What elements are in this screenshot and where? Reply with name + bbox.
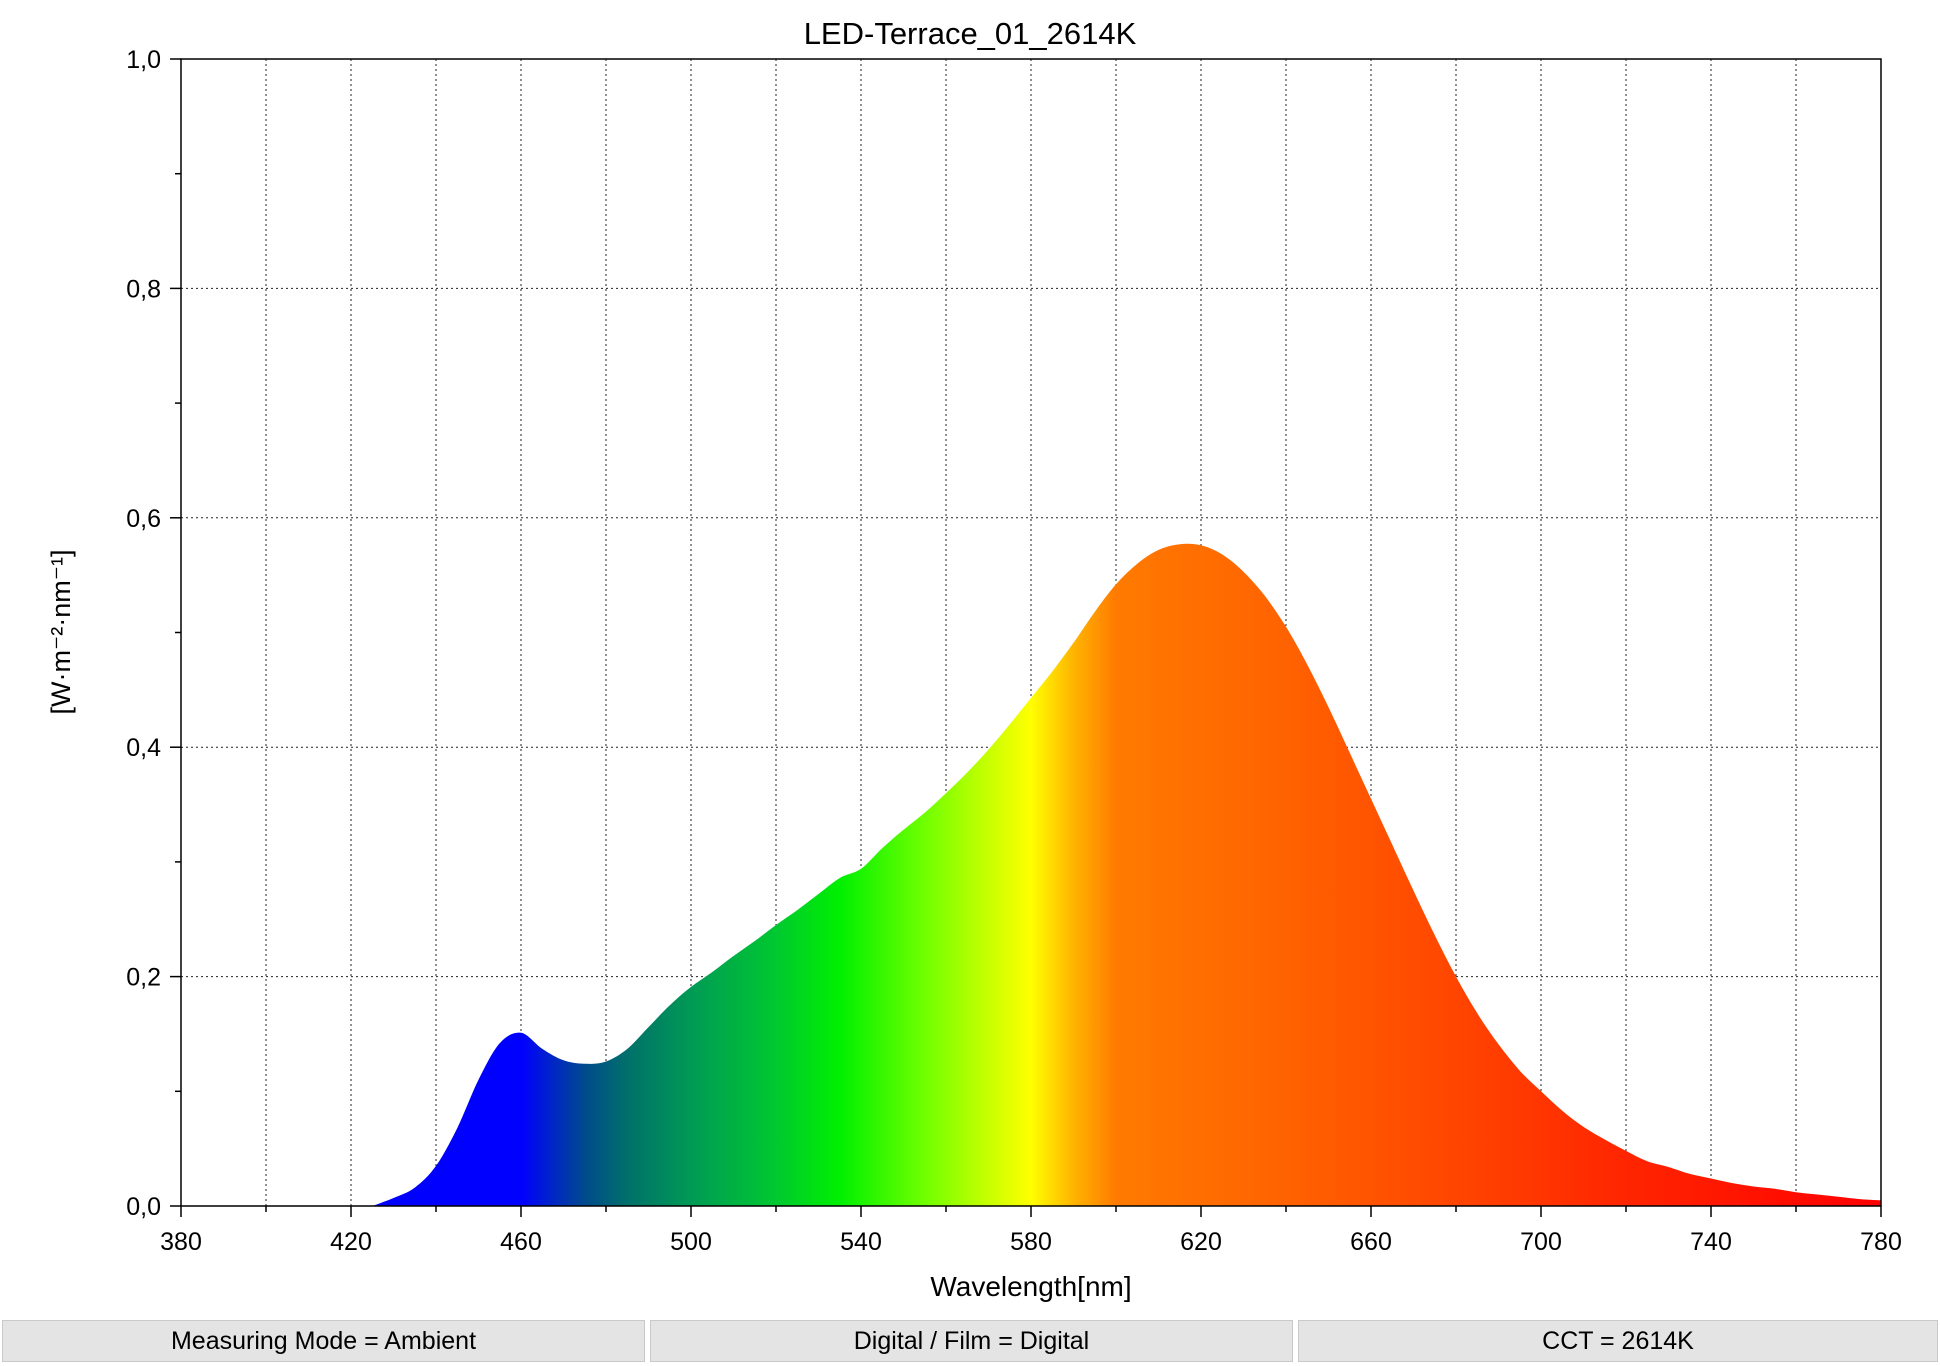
x-tick-label: 540 xyxy=(840,1228,882,1256)
x-tick-label: 460 xyxy=(500,1228,542,1256)
x-tick-label: 500 xyxy=(670,1228,712,1256)
y-tick-label: 0,4 xyxy=(126,734,161,762)
y-tick-label: 0,8 xyxy=(126,275,161,303)
x-tick-label: 420 xyxy=(330,1228,372,1256)
status-bar: Measuring Mode = Ambient Digital / Film … xyxy=(0,1320,1940,1366)
measuring-mode-field: Measuring Mode = Ambient xyxy=(2,1320,645,1362)
x-tick-label: 780 xyxy=(1860,1228,1902,1256)
x-axis: 380 420 460 500 540 580 620 660 700 740 780 xyxy=(160,1206,1902,1256)
x-axis-label: Wavelength[nm] xyxy=(930,1271,1131,1302)
spectrum-chart: LED-Terrace_01_2614K 380 420 460 500 540 580 6… xyxy=(46,16,1902,1302)
y-axis: 0,0 0,2 0,4 0,6 0,8 1,0 xyxy=(126,46,181,1221)
y-tick-label: 0,0 xyxy=(126,1193,161,1221)
x-tick-label: 660 xyxy=(1350,1228,1392,1256)
y-tick-label: 1,0 xyxy=(126,46,161,74)
spectrum-area xyxy=(372,543,1881,1206)
y-tick-label: 0,2 xyxy=(126,964,161,992)
digital-film-field: Digital / Film = Digital xyxy=(650,1320,1293,1362)
x-tick-label: 740 xyxy=(1690,1228,1732,1256)
x-tick-label: 580 xyxy=(1010,1228,1052,1256)
x-tick-label: 620 xyxy=(1180,1228,1222,1256)
y-axis-label: [W·m⁻²·nm⁻¹] xyxy=(46,550,76,715)
chart-title: LED-Terrace_01_2614K xyxy=(804,16,1137,51)
cct-field: CCT = 2614K xyxy=(1298,1320,1938,1362)
x-tick-label: 700 xyxy=(1520,1228,1562,1256)
y-tick-label: 0,6 xyxy=(126,505,161,533)
x-tick-label: 380 xyxy=(160,1228,202,1256)
